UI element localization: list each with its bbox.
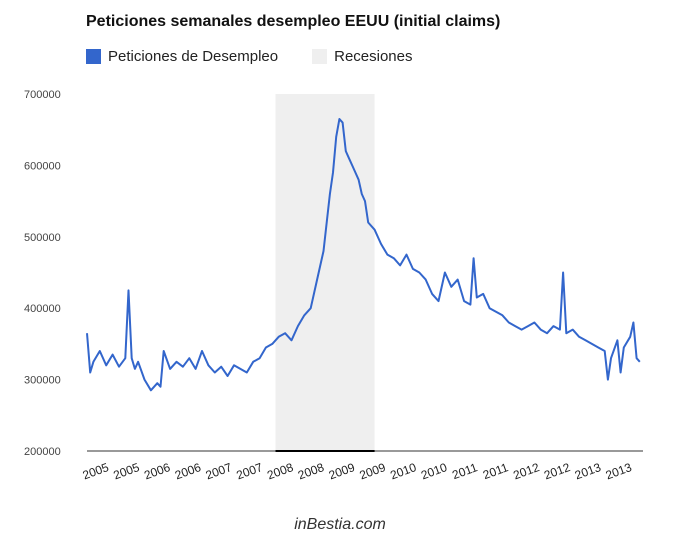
y-tick-label: 600000 [24,160,61,172]
x-tick-label: 2012 [511,460,541,482]
y-tick-label: 700000 [24,89,61,101]
legend-swatch-recession [312,48,328,64]
legend-label-series: Peticiones de Desempleo [108,47,279,65]
x-tick-label: 2006 [142,460,172,482]
x-tick-label: 2010 [388,460,418,482]
x-tick-label: 2007 [235,460,265,482]
chart-legend: Peticiones de Desempleo Recesiones [86,46,447,66]
x-tick-label: 2011 [481,460,510,482]
series-line-peticiones [86,118,641,392]
x-tick-label: 2005 [111,460,141,482]
footer-credit: inBestia.com [294,516,386,533]
y-tick-label: 500000 [24,232,61,244]
x-tick-label: 2013 [573,460,603,482]
x-tick-label: 2010 [419,460,449,482]
x-tick-label: 2008 [296,460,326,482]
x-tick-label: 2006 [173,460,203,482]
legend-item-recession[interactable]: Recesiones [312,47,413,65]
x-tick-label: 2009 [358,460,388,482]
x-tick-label: 2013 [604,460,634,482]
y-tick-label: 400000 [24,303,61,315]
x-tick-label: 2011 [450,460,479,482]
y-tick-label: 300000 [24,375,61,387]
legend-item-series[interactable]: Peticiones de Desempleo [86,48,278,65]
recession-band [275,94,375,451]
legend-label-recession: Recesiones [334,47,413,65]
x-tick-label: 2009 [327,460,357,482]
chart-title: Peticiones semanales desempleo EEUU (ini… [86,13,501,30]
x-tick-label: 2007 [204,460,234,482]
x-tick-label: 2005 [81,460,111,482]
y-tick-label: 200000 [24,446,61,458]
x-tick-label: 2008 [265,460,295,482]
legend-swatch-series [86,48,101,64]
x-tick-label: 2012 [542,460,572,482]
